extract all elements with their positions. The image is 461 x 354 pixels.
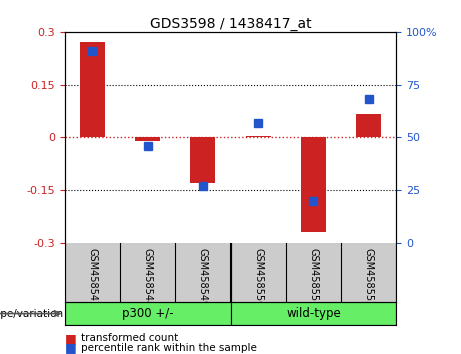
Text: ■: ■ (65, 341, 76, 354)
Text: wild-type: wild-type (286, 307, 341, 320)
Text: GSM458549: GSM458549 (198, 247, 208, 307)
Bar (135, 137, 160, 141)
Bar (246, 136, 271, 137)
Bar (356, 114, 381, 137)
Text: ■: ■ (65, 332, 76, 344)
Text: GSM458551: GSM458551 (308, 247, 319, 307)
Bar (65, 302, 230, 325)
Text: percentile rank within the sample: percentile rank within the sample (81, 343, 257, 353)
Text: GSM458548: GSM458548 (142, 247, 153, 307)
Title: GDS3598 / 1438417_at: GDS3598 / 1438417_at (150, 17, 311, 31)
Bar (190, 137, 215, 183)
Text: GSM458550: GSM458550 (253, 247, 263, 307)
Text: p300 +/-: p300 +/- (122, 307, 173, 320)
Bar (80, 42, 105, 137)
Bar (301, 137, 326, 232)
Text: GSM458547: GSM458547 (87, 247, 97, 307)
Text: transformed count: transformed count (81, 333, 178, 343)
Text: genotype/variation: genotype/variation (0, 309, 64, 319)
Text: GSM458552: GSM458552 (364, 247, 374, 307)
Bar (230, 302, 396, 325)
